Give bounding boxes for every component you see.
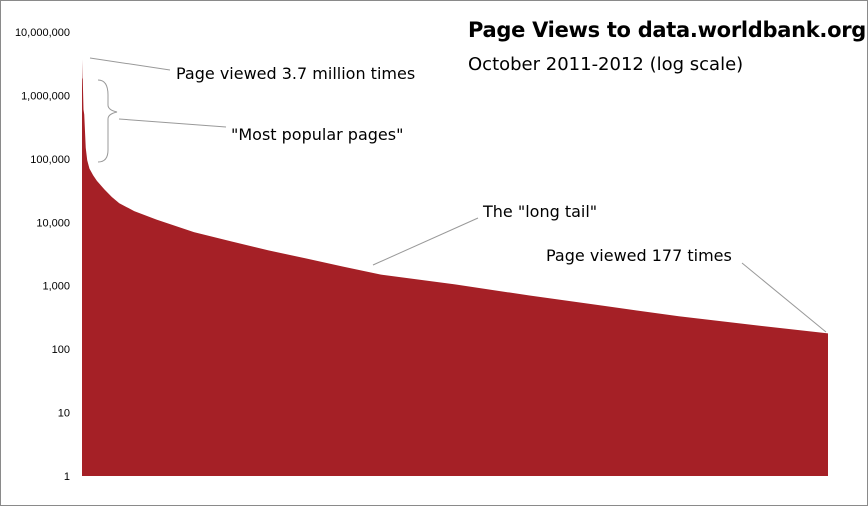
chart-subtitle: October 2011-2012 (log scale) bbox=[468, 54, 744, 75]
annotation-lines bbox=[89, 57, 827, 333]
annotation-most-popular: "Most popular pages" bbox=[231, 125, 404, 144]
y-tick-label: 1 bbox=[64, 471, 70, 483]
annotation-min-views: Page viewed 177 times bbox=[546, 246, 732, 265]
annotation-line-top bbox=[89, 57, 171, 71]
y-tick-label: 1,000 bbox=[42, 281, 70, 293]
y-tick-label: 1,000,000 bbox=[21, 90, 70, 102]
y-axis: 10,000,000 1,000,000 100,000 10,000 1,000 100… bbox=[15, 27, 70, 483]
y-tick-label: 10 bbox=[58, 408, 70, 420]
annotation-max-views: Page viewed 3.7 million times bbox=[176, 64, 416, 83]
y-tick-label: 100 bbox=[52, 344, 70, 356]
y-tick-label: 10,000,000 bbox=[15, 27, 70, 39]
annotation-line-bottom bbox=[741, 262, 827, 333]
series-layer bbox=[82, 59, 828, 477]
y-tick-label: 100,000 bbox=[30, 154, 70, 166]
y-tick-label: 10,000 bbox=[36, 217, 70, 229]
annotation-line-long-tail bbox=[372, 217, 479, 266]
page-views-area bbox=[82, 59, 828, 477]
annotation-line-popular bbox=[118, 118, 227, 128]
popular-bracket bbox=[97, 79, 118, 163]
annotation-long-tail: The "long tail" bbox=[483, 202, 598, 221]
chart-title: Page Views to data.worldbank.org bbox=[468, 18, 867, 42]
